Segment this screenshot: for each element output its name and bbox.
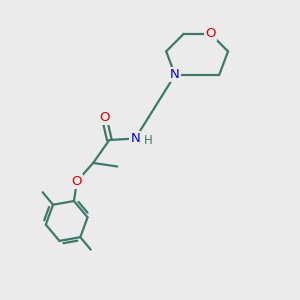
Text: H: H xyxy=(143,134,152,147)
Text: O: O xyxy=(99,110,109,124)
Text: N: N xyxy=(170,68,180,81)
Text: N: N xyxy=(130,132,140,145)
Text: O: O xyxy=(72,175,82,188)
Text: O: O xyxy=(205,27,216,40)
